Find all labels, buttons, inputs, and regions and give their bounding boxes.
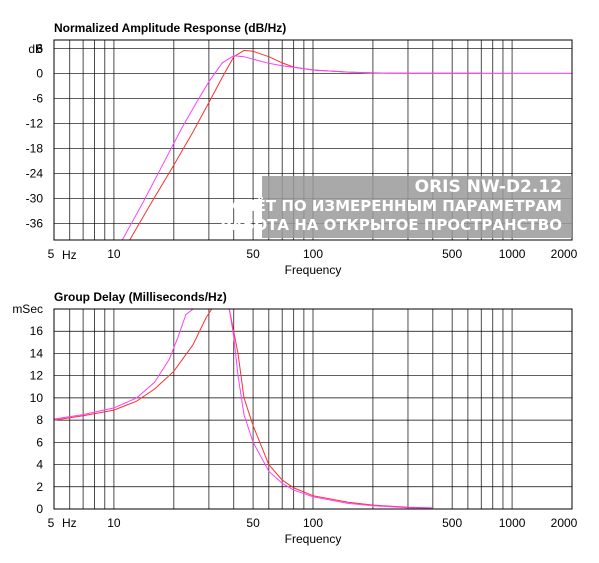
- x-tick-label: 1000: [499, 247, 526, 261]
- x-tick-label: 50: [246, 247, 260, 261]
- x-tick-label: 500: [442, 247, 462, 261]
- group-delay-plot-frame: [53, 308, 573, 510]
- series-line-1: [54, 309, 433, 509]
- group-delay-y-ticks: 16 14 12 10 8 6 4 2 0: [30, 324, 44, 516]
- amplitude-series: [121, 49, 572, 240]
- amplitude-y-unit: dB: [28, 42, 43, 56]
- y-tick-label: -6: [32, 91, 43, 105]
- watermark-line1: РАСЧЁТ ПО ИЗМЕРЕННЫМ ПАРАМЕТРАМ: [210, 196, 562, 215]
- x-tick-label: 50: [246, 516, 260, 530]
- group-delay-x-ticks: 5 10 50 100 500 1000 2000: [48, 516, 578, 530]
- x-tick-label: 10: [107, 247, 121, 261]
- y-tick-label: 14: [30, 346, 44, 360]
- group-delay-y-unit: mSec: [12, 302, 43, 316]
- y-tick-label: -18: [26, 141, 44, 155]
- x-tick-label: 2000: [551, 247, 578, 261]
- y-tick-label: 4: [36, 458, 43, 472]
- group-delay-series: [54, 309, 433, 509]
- watermark-line2: РАБОТА НА ОТКРЫТОЕ ПРОСТРАНСТВО: [220, 216, 562, 234]
- group-delay-chart: Group Delay (Milliseconds/Hz) mSec Hz Fr…: [12, 290, 577, 546]
- group-delay-x-unit: Hz: [62, 516, 77, 530]
- watermark-background: [262, 176, 572, 238]
- amplitude-x-unit: Hz: [62, 248, 77, 262]
- y-tick-label: 6: [36, 435, 43, 449]
- group-delay-x-axis-label: Frequency: [285, 532, 342, 546]
- x-tick-label: 100: [303, 247, 323, 261]
- x-tick-label: 5: [48, 516, 55, 530]
- y-tick-label: -24: [26, 166, 44, 180]
- y-tick-label: 0: [36, 66, 43, 80]
- series-line-2: [121, 55, 572, 240]
- y-tick-label: 2: [36, 480, 43, 494]
- amplitude-chart: Normalized Amplitude Response (dB/Hz) dB…: [26, 21, 578, 277]
- y-tick-label: -36: [26, 216, 44, 230]
- y-tick-label: 8: [36, 413, 43, 427]
- group-delay-chart-title: Group Delay (Milliseconds/Hz): [54, 290, 227, 304]
- watermark-title: ORIS NW-D2.12: [415, 177, 562, 197]
- series-line-2: [54, 309, 433, 509]
- y-tick-label: 6: [36, 41, 43, 55]
- x-tick-label: 5: [48, 247, 55, 261]
- y-tick-label: 10: [30, 391, 44, 405]
- amplitude-y-ticks: 6 0 -6 -12 -18 -24 -30 -36: [26, 41, 44, 230]
- x-tick-label: 100: [303, 516, 323, 530]
- y-tick-label: 0: [36, 502, 43, 516]
- amplitude-x-ticks: 5 10 50 100 500 1000 2000: [48, 247, 578, 261]
- amplitude-x-axis-label: Frequency: [285, 263, 342, 277]
- amplitude-plot-frame: [53, 39, 573, 241]
- x-tick-label: 500: [442, 516, 462, 530]
- x-tick-label: 10: [107, 516, 121, 530]
- x-tick-label: 1000: [499, 516, 526, 530]
- y-tick-label: -30: [26, 191, 44, 205]
- y-tick-label: 16: [30, 324, 44, 338]
- x-tick-label: 2000: [551, 516, 578, 530]
- watermark: ORIS NW-D2.12 РАСЧЁТ ПО ИЗМЕРЕННЫМ ПАРАМ…: [210, 176, 572, 238]
- group-delay-grid: [54, 309, 572, 510]
- amplitude-chart-title: Normalized Amplitude Response (dB/Hz): [54, 21, 286, 35]
- y-tick-label: 12: [30, 369, 44, 383]
- y-tick-label: -12: [26, 116, 44, 130]
